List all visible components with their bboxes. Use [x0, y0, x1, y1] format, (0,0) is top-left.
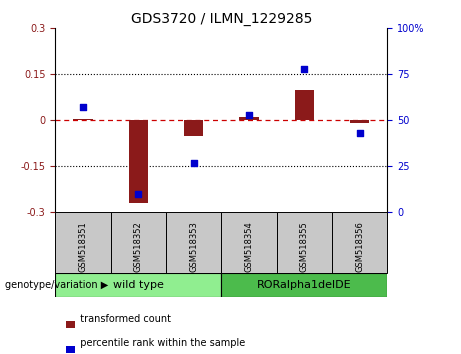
Title: GDS3720 / ILMN_1229285: GDS3720 / ILMN_1229285 — [130, 12, 312, 26]
Bar — [65, 321, 75, 329]
Text: transformed count: transformed count — [74, 314, 171, 324]
Bar — [166, 212, 221, 273]
Bar — [332, 212, 387, 273]
Text: GSM518356: GSM518356 — [355, 222, 364, 272]
Text: genotype/variation ▶: genotype/variation ▶ — [5, 280, 108, 290]
Bar — [277, 212, 332, 273]
Point — [135, 191, 142, 197]
Point — [301, 66, 308, 72]
Text: wild type: wild type — [113, 280, 164, 290]
Text: GSM518354: GSM518354 — [244, 222, 254, 272]
Bar — [129, 120, 148, 203]
Bar — [350, 120, 369, 124]
Bar — [73, 119, 93, 120]
Bar — [295, 90, 314, 120]
Bar — [221, 273, 387, 297]
Bar — [239, 117, 259, 120]
Bar — [65, 346, 75, 353]
Text: RORalpha1delDE: RORalpha1delDE — [257, 280, 352, 290]
Text: GSM518355: GSM518355 — [300, 222, 309, 272]
Bar — [221, 212, 277, 273]
Bar — [55, 273, 221, 297]
Bar — [184, 120, 203, 136]
Point — [245, 112, 253, 118]
Bar — [111, 212, 166, 273]
Point — [190, 160, 197, 166]
Bar — [55, 212, 111, 273]
Point — [356, 130, 363, 136]
Text: GSM518353: GSM518353 — [189, 222, 198, 272]
Point — [79, 105, 87, 110]
Text: percentile rank within the sample: percentile rank within the sample — [74, 338, 245, 348]
Text: GSM518352: GSM518352 — [134, 222, 143, 272]
Text: GSM518351: GSM518351 — [78, 222, 88, 272]
